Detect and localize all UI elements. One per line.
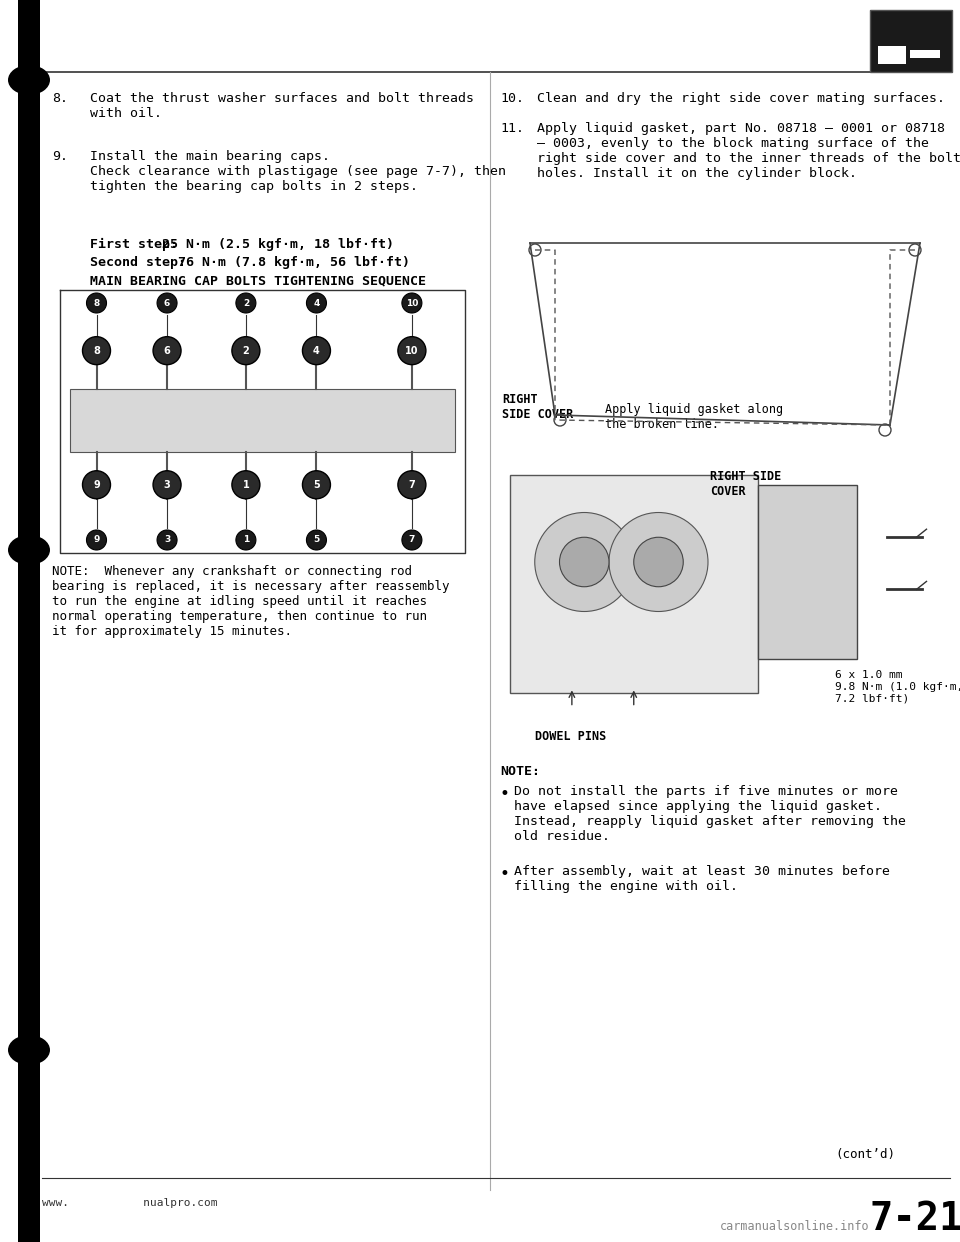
- Text: 2: 2: [243, 298, 249, 308]
- Text: Install the main bearing caps.
Check clearance with plastigage (see page 7-7), t: Install the main bearing caps. Check cle…: [90, 150, 506, 193]
- Text: carmanualsonline.info: carmanualsonline.info: [720, 1220, 870, 1233]
- Text: 7: 7: [409, 479, 416, 489]
- Text: 9: 9: [93, 479, 100, 489]
- Text: 25 N·m (2.5 kgf·m, 18 lbf·ft): 25 N·m (2.5 kgf·m, 18 lbf·ft): [162, 238, 394, 251]
- Circle shape: [83, 337, 110, 365]
- Circle shape: [535, 513, 634, 611]
- Circle shape: [302, 337, 330, 365]
- Text: 10: 10: [405, 345, 419, 355]
- Text: NOTE:: NOTE:: [500, 765, 540, 777]
- Circle shape: [232, 337, 260, 365]
- Text: Coat the thrust washer surfaces and bolt threads
with oil.: Coat the thrust washer surfaces and bolt…: [90, 92, 474, 120]
- Text: (cont’d): (cont’d): [835, 1148, 895, 1161]
- Circle shape: [402, 293, 421, 313]
- Text: 6: 6: [164, 298, 170, 308]
- Text: RIGHT
SIDE COVER: RIGHT SIDE COVER: [502, 392, 573, 421]
- Text: 3: 3: [164, 535, 170, 544]
- Text: Apply liquid gasket, part No. 08718 – 0001 or 08718
– 0003, evenly to the block : Apply liquid gasket, part No. 08718 – 00…: [537, 122, 960, 180]
- Bar: [870, 10, 952, 72]
- Circle shape: [232, 471, 260, 499]
- Text: Second step:: Second step:: [90, 256, 186, 270]
- Circle shape: [86, 293, 107, 313]
- Text: 9.: 9.: [52, 150, 68, 163]
- Text: 8.: 8.: [52, 92, 68, 106]
- Text: •: •: [500, 785, 510, 804]
- Text: 7: 7: [409, 535, 415, 544]
- Circle shape: [919, 45, 924, 50]
- Circle shape: [925, 45, 930, 50]
- Circle shape: [157, 293, 177, 313]
- Circle shape: [302, 471, 330, 499]
- Text: 9: 9: [93, 535, 100, 544]
- Text: 4: 4: [313, 298, 320, 308]
- Circle shape: [397, 337, 426, 365]
- Circle shape: [609, 513, 708, 611]
- Circle shape: [83, 471, 110, 499]
- Text: 8: 8: [93, 298, 100, 308]
- Bar: [910, 50, 940, 58]
- Circle shape: [153, 337, 181, 365]
- Text: 10: 10: [406, 298, 419, 308]
- Circle shape: [932, 45, 938, 50]
- Text: Clean and dry the right side cover mating surfaces.: Clean and dry the right side cover matin…: [537, 92, 945, 106]
- Circle shape: [306, 530, 326, 550]
- Text: 7-21: 7-21: [870, 1200, 960, 1238]
- Text: Do not install the parts if five minutes or more
have elapsed since applying the: Do not install the parts if five minutes…: [514, 785, 906, 843]
- Text: 3: 3: [163, 479, 171, 489]
- Text: 1: 1: [243, 479, 250, 489]
- Text: 4: 4: [313, 345, 320, 355]
- Text: 6 x 1.0 mm
9.8 N·m (1.0 kgf·m,
7.2 lbf·ft): 6 x 1.0 mm 9.8 N·m (1.0 kgf·m, 7.2 lbf·f…: [835, 669, 960, 703]
- Text: 5: 5: [313, 479, 320, 489]
- Circle shape: [911, 45, 917, 50]
- Circle shape: [306, 293, 326, 313]
- Text: 76 N·m (7.8 kgf·m, 56 lbf·ft): 76 N·m (7.8 kgf·m, 56 lbf·ft): [178, 256, 410, 270]
- Circle shape: [236, 293, 256, 313]
- Text: •: •: [500, 864, 510, 883]
- Text: RIGHT SIDE
COVER: RIGHT SIDE COVER: [710, 469, 781, 498]
- Text: DOWEL PINS: DOWEL PINS: [535, 730, 607, 743]
- Circle shape: [236, 530, 256, 550]
- Text: 1: 1: [243, 535, 249, 544]
- Bar: [70, 389, 455, 452]
- Text: Apply liquid gasket along
the broken line.: Apply liquid gasket along the broken lin…: [605, 402, 783, 431]
- Ellipse shape: [8, 65, 50, 94]
- Text: 11.: 11.: [500, 122, 524, 135]
- Circle shape: [397, 471, 426, 499]
- Circle shape: [157, 530, 177, 550]
- Ellipse shape: [8, 1035, 50, 1064]
- Text: NOTE:  Whenever any crankshaft or connecting rod
bearing is replaced, it is nece: NOTE: Whenever any crankshaft or connect…: [52, 565, 449, 638]
- Bar: [510, 474, 757, 693]
- Text: 2: 2: [243, 345, 250, 355]
- Text: 6: 6: [163, 345, 171, 355]
- Text: www.           nualpro.com: www. nualpro.com: [42, 1199, 218, 1208]
- Text: After assembly, wait at least 30 minutes before
filling the engine with oil.: After assembly, wait at least 30 minutes…: [514, 864, 890, 893]
- Circle shape: [560, 538, 609, 586]
- Text: MAIN BEARING CAP BOLTS TIGHTENING SEQUENCE: MAIN BEARING CAP BOLTS TIGHTENING SEQUEN…: [90, 274, 426, 287]
- Bar: [757, 484, 856, 660]
- Text: 8: 8: [93, 345, 100, 355]
- Bar: [878, 46, 906, 65]
- Ellipse shape: [8, 535, 50, 565]
- Bar: [18, 0, 40, 1242]
- Circle shape: [153, 471, 181, 499]
- Circle shape: [402, 530, 421, 550]
- Text: First step:: First step:: [90, 238, 178, 251]
- Circle shape: [634, 538, 684, 586]
- Text: 5: 5: [313, 535, 320, 544]
- Text: 10.: 10.: [500, 92, 524, 106]
- Circle shape: [86, 530, 107, 550]
